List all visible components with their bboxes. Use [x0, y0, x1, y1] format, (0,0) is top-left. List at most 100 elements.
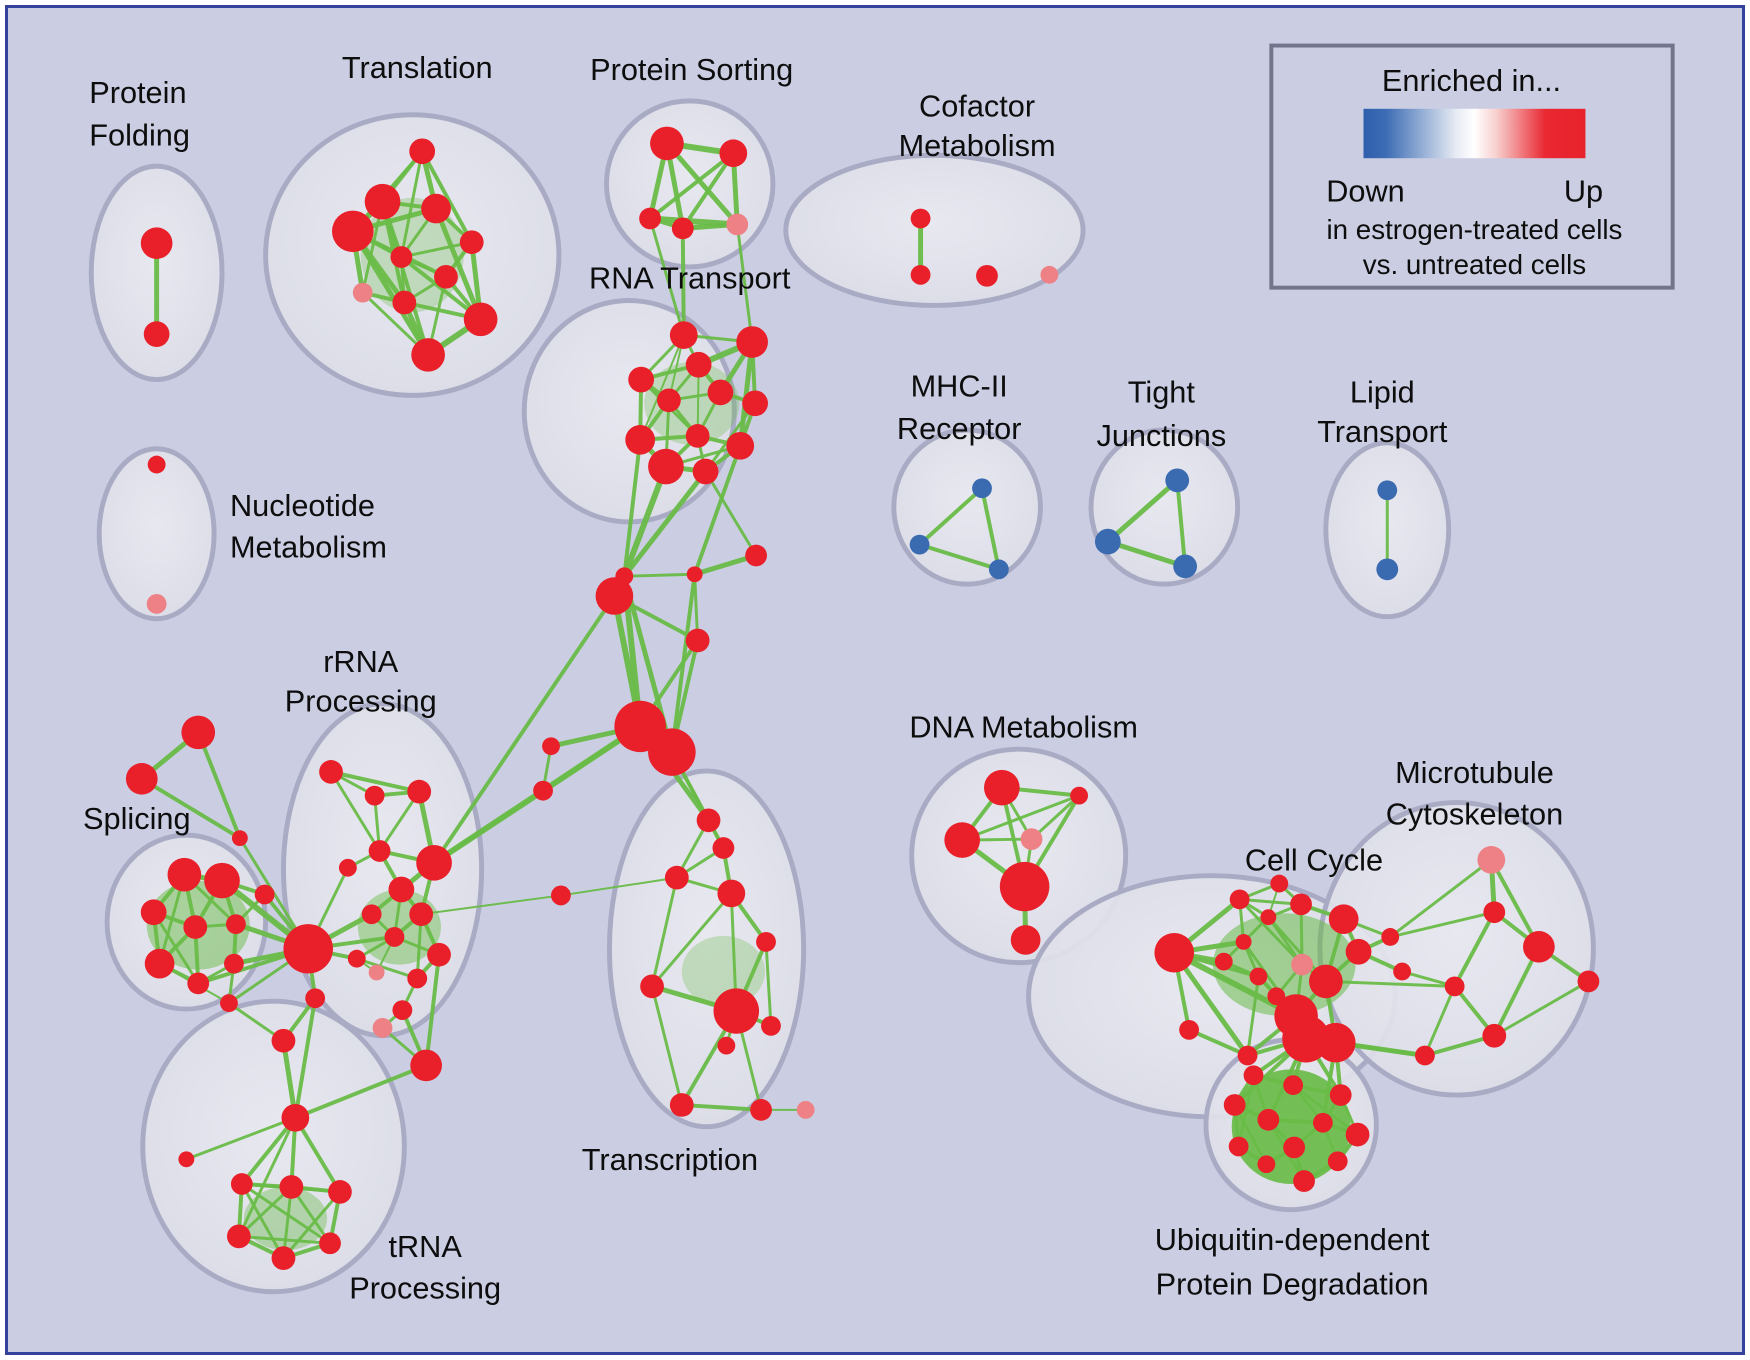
gene-set-node-tn5: [271, 1246, 296, 1270]
gene-set-node-tc4: [550, 885, 571, 906]
gene-set-node-rr0: [319, 760, 343, 784]
legend: Enriched in... Down Up in estrogen-treat…: [1269, 43, 1675, 290]
edge-tn4-tn6: [237, 1234, 332, 1245]
gene-set-node-mtb1: [1393, 962, 1412, 981]
gene-set-node-rt4: [707, 379, 734, 406]
edge-mt0-mt2: [1489, 857, 1541, 949]
gene-set-node-cc6: [1345, 938, 1372, 965]
gene-set-node-sp0: [181, 715, 216, 750]
gene-set-node-cc15: [1315, 1022, 1356, 1063]
gene-set-node-ub5: [1312, 1112, 1333, 1133]
gene-set-node-tn6: [319, 1232, 341, 1255]
gene-set-node-tn3: [328, 1180, 352, 1204]
edge-tnh-tn1: [239, 1115, 298, 1186]
gene-set-node-sp4: [204, 862, 240, 899]
gene-set-node-tr1: [364, 183, 401, 220]
edge-tnh-tn3: [293, 1115, 342, 1194]
cluster-label-nucleotide-metabolism: Nucleotide: [230, 489, 375, 523]
edge-rt9-h2: [692, 443, 743, 577]
gene-set-node-cc1: [1179, 1019, 1200, 1040]
gene-set-node-rt11: [692, 458, 719, 485]
gene-set-node-rr3: [368, 840, 391, 862]
cluster-label-cell-cycle: Cell Cycle: [1245, 844, 1383, 878]
gene-set-node-cc3: [1270, 874, 1289, 893]
gene-set-node-tc9: [717, 1036, 736, 1055]
gene-set-node-ub10: [1257, 1155, 1276, 1174]
gene-set-node-mh1: [909, 534, 930, 555]
cluster-ellipse-cofactor-metabolism: [783, 152, 1086, 308]
edge-h1-h2: [622, 572, 697, 578]
gene-set-node-rr12: [407, 968, 428, 989]
edge-mtb0-mt1: [1388, 910, 1496, 939]
edge-ub1-ub6: [1291, 1083, 1360, 1137]
cluster-label-nucleotide-metabolism: Metabolism: [230, 530, 387, 564]
gene-set-node-rr1: [364, 785, 385, 806]
gene-set-node-rr5: [416, 845, 452, 881]
gene-set-node-nm1: [146, 594, 167, 614]
gene-set-node-h4: [685, 628, 710, 653]
gene-set-node-b2: [533, 780, 553, 801]
gene-set-node-cf3: [1040, 265, 1059, 284]
gene-set-node-tnh: [281, 1103, 310, 1132]
edge-tj1-tj2: [1105, 539, 1188, 569]
gene-set-node-dm5: [1010, 925, 1041, 955]
cluster-label-rna-transport: RNA Transport: [589, 262, 791, 296]
edge-tc5-tc8: [764, 940, 773, 1028]
gene-set-node-ub2: [1329, 1084, 1352, 1106]
gene-set-node-tr10: [411, 338, 445, 372]
cluster-ellipse-nucleotide-metabolism: [96, 446, 217, 622]
edge-mt0-mtb0: [1388, 858, 1493, 939]
network-svg: Protein Folding Translation Protein Sorting…: [83, 43, 1675, 1306]
edge-tnh-tn0: [184, 1116, 297, 1161]
gene-set-node-sp12: [220, 994, 238, 1013]
gene-set-node-rr14: [372, 1017, 393, 1038]
gene-set-node-tc5: [756, 932, 776, 952]
edge-rt7-h1: [622, 437, 643, 579]
edge-tr4-tr5: [399, 240, 474, 259]
cluster-label-tight-junctions: Tight: [1128, 375, 1196, 409]
edge-tr3-tr10: [350, 228, 431, 358]
gene-set-node-rr11: [347, 949, 366, 968]
edge-mh1-mh2: [917, 542, 1001, 572]
edge-cc10-cc16: [1246, 974, 1260, 1058]
edge-rt1-rt9: [737, 339, 755, 449]
cluster-label-protein-sorting: Protein Sorting: [590, 53, 793, 87]
gene-set-node-cc2: [1229, 889, 1250, 910]
cluster-label-cofactor-metabolism: Cofactor: [919, 90, 1035, 124]
edge-h3-rr5: [432, 594, 617, 865]
edge-rr2-rr3: [378, 790, 421, 853]
gene-set-node-mt3: [1577, 970, 1600, 993]
gene-set-node-tc7: [713, 988, 760, 1034]
gene-set-node-tr0: [409, 138, 436, 165]
edge-ps4-rt1: [735, 222, 754, 344]
gene-set-node-h2: [686, 566, 703, 583]
edge-cc0-cc13: [1171, 949, 1300, 1019]
cluster-label-splicing: Splicing: [83, 802, 191, 836]
nodes-layer: [125, 126, 1600, 1270]
cluster-labels-layer: Protein Folding Translation Protein Sorting…: [83, 51, 1563, 1305]
cluster-label-mhc-ii-receptor: Receptor: [897, 412, 1022, 446]
gene-set-node-rt7: [625, 425, 656, 455]
gene-set-node-ub4: [1257, 1108, 1280, 1131]
cluster-label-trna-processing: tRNA: [388, 1230, 462, 1264]
cluster-label-mhc-ii-receptor: MHC-II: [911, 369, 1008, 403]
gene-set-node-tj2: [1173, 554, 1198, 579]
gene-set-node-tn4: [226, 1224, 251, 1249]
gene-set-node-tn1: [230, 1173, 253, 1195]
gene-set-node-tr2: [421, 193, 451, 224]
gene-set-node-cc4: [1290, 893, 1312, 916]
edge-sp1-sp2: [139, 776, 242, 841]
cluster-label-transcription: Transcription: [582, 1143, 758, 1177]
gene-set-node-dm4: [999, 861, 1050, 912]
gene-set-node-rr8: [361, 904, 382, 925]
edge-ps1-ps2: [648, 151, 736, 221]
edge-dm1-dm2: [960, 794, 1081, 842]
gene-set-node-sp10: [187, 972, 210, 995]
edge-tc2-tc4: [559, 876, 678, 897]
gene-set-node-tr4: [459, 230, 484, 255]
edge-tn1-tn5: [240, 1182, 285, 1260]
gene-set-node-h6: [648, 728, 696, 776]
gene-set-node-rr6: [388, 876, 415, 903]
gene-set-node-rr9: [384, 927, 405, 947]
gene-set-node-cf1: [910, 264, 931, 285]
